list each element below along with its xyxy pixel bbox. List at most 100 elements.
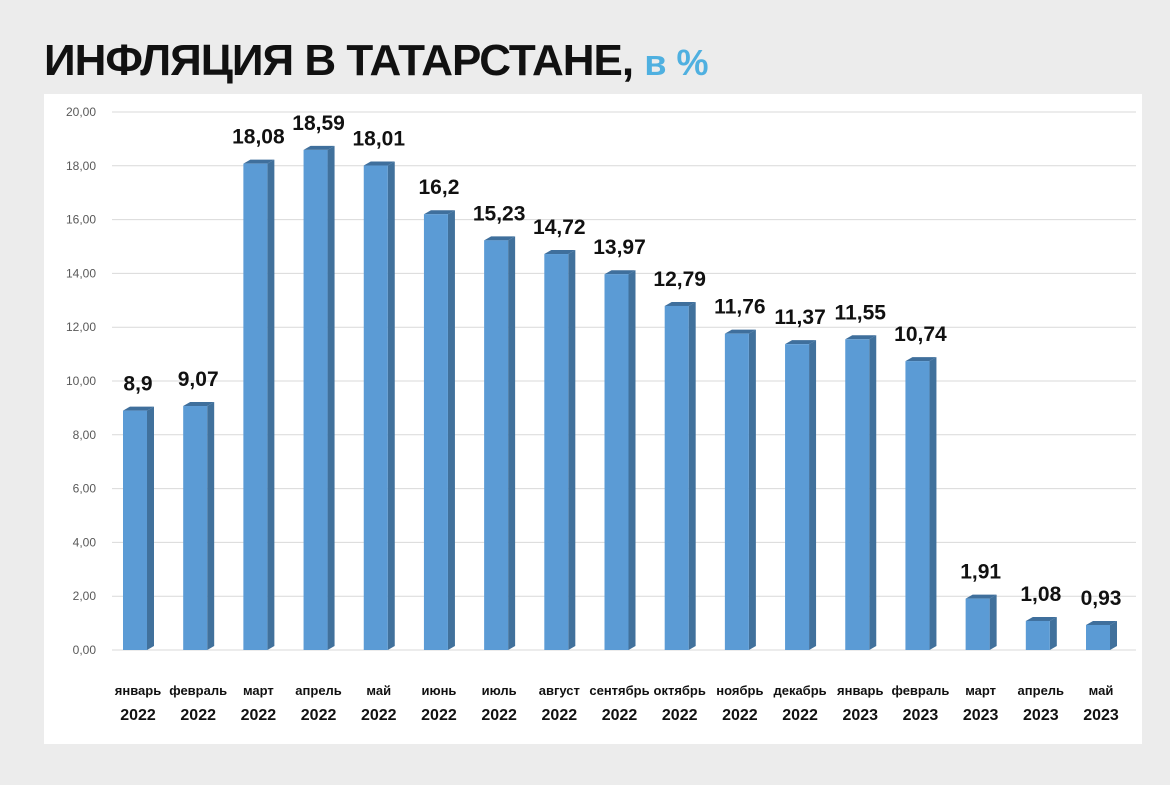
x-tick-label-year: 2023 <box>842 707 878 724</box>
x-tick-label-month: апрель <box>1018 683 1065 698</box>
x-tick-label-month: сентябрь <box>589 683 649 698</box>
data-label: 10,74 <box>894 323 947 346</box>
data-label: 11,37 <box>774 306 825 329</box>
bar-top <box>604 270 636 275</box>
bar-side <box>1110 620 1117 650</box>
x-tick-label-month: февраль <box>169 683 227 698</box>
chart-panel: 0,00 2,00 4,00 6,00 8,00 10,00 12,00 14,00 16,00… <box>44 94 1142 744</box>
x-tick-label-month: июнь <box>421 683 456 698</box>
data-label: 9,07 <box>178 368 219 391</box>
bar[interactable] <box>604 274 629 650</box>
y-tick-label: 2,00 <box>73 589 97 603</box>
bar-top <box>423 210 455 215</box>
data-label: 11,55 <box>835 301 887 324</box>
x-tick-label-month: август <box>539 683 580 698</box>
x-tick-label-year: 2022 <box>542 707 578 724</box>
bar[interactable] <box>724 333 749 650</box>
x-tick-label-month: январь <box>837 683 883 698</box>
x-tick-label-month: май <box>366 683 391 698</box>
bar-top <box>183 402 215 407</box>
bar[interactable] <box>303 149 328 650</box>
x-tick-label-year: 2022 <box>361 707 397 724</box>
bar-side <box>147 406 154 650</box>
bar-side <box>869 335 877 650</box>
chart-title-main: ИНФЛЯЦИЯ В ТАТАРСТАНЕ, <box>44 36 634 85</box>
x-tick-label-year: 2022 <box>481 707 517 724</box>
x-tick-label-year: 2022 <box>120 707 156 724</box>
x-tick-label-month: октябрь <box>654 683 706 698</box>
y-tick-label: 18,00 <box>66 159 96 173</box>
bar[interactable] <box>905 361 930 650</box>
bar-top <box>1086 620 1117 625</box>
x-tick-label-year: 2022 <box>782 707 818 724</box>
bar-side <box>508 236 516 651</box>
x-tick-label-month: январь <box>115 683 161 698</box>
x-tick-label-year: 2022 <box>662 707 698 724</box>
bar[interactable] <box>845 339 870 650</box>
bar-chart: 0,00 2,00 4,00 6,00 8,00 10,00 12,00 14,00 16,00… <box>66 105 1136 724</box>
x-tick-label-month: май <box>1089 683 1114 698</box>
x-tick-label-month: март <box>965 683 996 698</box>
bar[interactable] <box>664 305 689 650</box>
bar-top <box>724 329 756 334</box>
y-tick-label: 0,00 <box>73 643 97 657</box>
bar-top <box>243 159 275 164</box>
bar-top <box>785 340 817 345</box>
bar[interactable] <box>965 598 990 650</box>
bar[interactable] <box>363 165 388 650</box>
data-label: 1,08 <box>1020 583 1061 606</box>
x-tick-label-year: 2022 <box>722 707 758 724</box>
x-tick-label-year: 2022 <box>421 707 457 724</box>
bar-side <box>989 594 997 650</box>
x-tick-label-month: июль <box>482 683 517 698</box>
data-label: 1,91 <box>960 561 1001 584</box>
bar-side <box>387 161 395 650</box>
x-tick-label-month: март <box>243 683 274 698</box>
bar[interactable] <box>243 163 268 650</box>
y-tick-label: 8,00 <box>73 428 97 442</box>
bar[interactable] <box>544 254 569 651</box>
x-tick-label-year: 2022 <box>301 707 337 724</box>
chart-title: ИНФЛЯЦИЯ В ТАТАРСТАНЕ, в % <box>44 36 709 86</box>
bar-top <box>905 357 937 362</box>
bar-top <box>965 594 997 599</box>
bar-side <box>748 329 756 650</box>
x-tick-label-month: февраль <box>892 683 950 698</box>
y-tick-label: 20,00 <box>66 105 96 119</box>
bar-top <box>544 250 576 255</box>
bar-side <box>628 270 636 650</box>
y-tick-label: 4,00 <box>73 535 97 549</box>
bar-side <box>568 250 576 651</box>
x-tick-label-year: 2022 <box>602 707 638 724</box>
bar-top <box>363 161 395 166</box>
bar[interactable] <box>1025 620 1050 650</box>
data-label: 0,93 <box>1081 587 1122 610</box>
x-tick-label-year: 2023 <box>963 707 999 724</box>
bar-top <box>303 145 335 150</box>
data-label: 13,97 <box>593 236 646 259</box>
y-tick-label: 16,00 <box>66 213 96 227</box>
bar-side <box>1049 616 1057 650</box>
y-tick-label: 6,00 <box>73 482 97 496</box>
bar[interactable] <box>1086 624 1110 650</box>
bar-side <box>688 301 696 650</box>
bar[interactable] <box>484 240 509 651</box>
bar[interactable] <box>785 344 810 650</box>
data-label: 18,08 <box>232 126 285 149</box>
bar[interactable] <box>123 410 147 650</box>
bar[interactable] <box>183 406 208 650</box>
bar-side <box>809 340 817 650</box>
x-tick-label-year: 2022 <box>241 707 277 724</box>
bar-side <box>447 210 455 650</box>
x-tick-label-year: 2023 <box>1083 707 1119 724</box>
bar-side <box>929 357 937 650</box>
y-tick-label: 12,00 <box>66 320 96 334</box>
bar-side <box>327 145 335 650</box>
data-label: 11,76 <box>714 296 765 319</box>
data-label: 18,01 <box>352 128 405 151</box>
bar-top <box>845 335 877 340</box>
bar[interactable] <box>423 214 448 650</box>
x-tick-label-year: 2023 <box>903 707 939 724</box>
bar-top <box>123 406 154 411</box>
data-label: 16,2 <box>419 176 460 199</box>
